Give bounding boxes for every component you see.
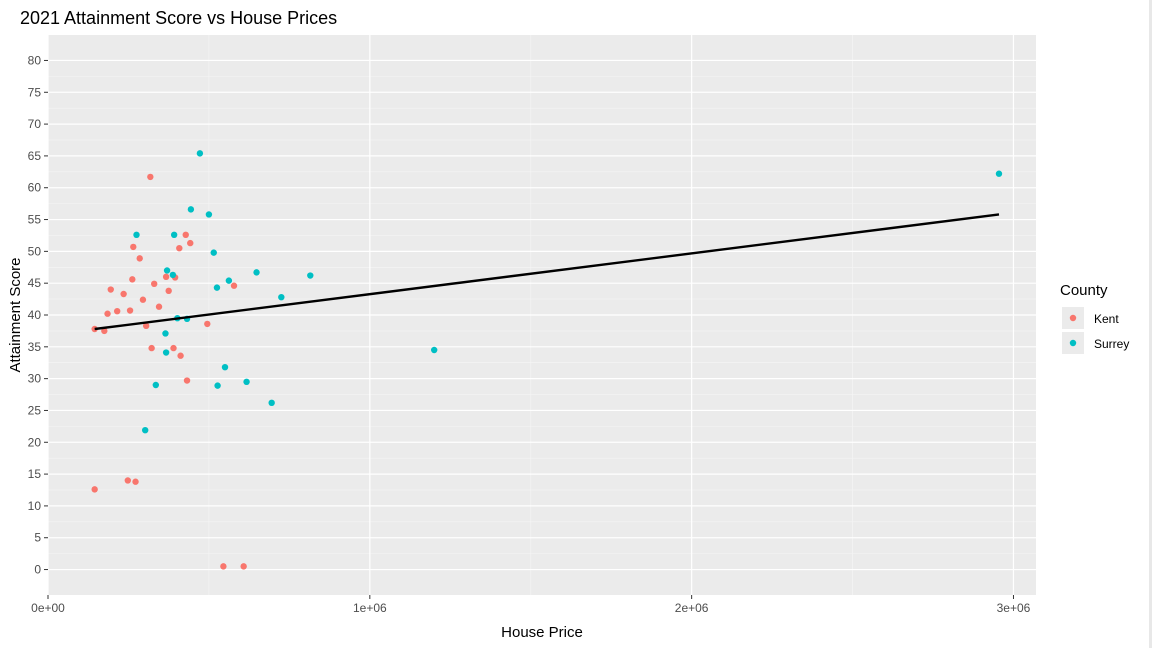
y-tick-label: 70 bbox=[28, 117, 42, 131]
grid-minor bbox=[48, 35, 1036, 595]
data-point-kent bbox=[230, 282, 238, 289]
x-axis-tick-labels: 0e+00 1e+06 2e+06 3e+06 bbox=[31, 601, 1031, 615]
data-point-surrey bbox=[214, 382, 221, 389]
data-point-kent bbox=[177, 352, 184, 359]
x-tick-label: 0e+00 bbox=[31, 601, 65, 615]
data-point-surrey bbox=[152, 381, 160, 389]
data-point-kent bbox=[107, 286, 114, 293]
data-point-surrey bbox=[210, 249, 217, 256]
data-point-kent bbox=[132, 478, 139, 485]
data-point-surrey bbox=[221, 363, 229, 371]
y-axis-tick-labels: 0 5 10 15 20 25 30 35 40 45 50 55 60 65 70 75 80 bbox=[28, 53, 42, 576]
data-point-kent bbox=[183, 377, 191, 384]
data-point-kent bbox=[147, 173, 154, 181]
legend-label-surrey: Surrey bbox=[1094, 337, 1129, 351]
y-tick-label: 35 bbox=[28, 340, 42, 354]
axis-ticks bbox=[44, 59, 1014, 599]
x-tick-label: 2e+06 bbox=[675, 601, 709, 615]
data-point-surrey bbox=[307, 272, 314, 279]
data-point-surrey bbox=[213, 284, 221, 291]
data-point-surrey bbox=[196, 150, 204, 157]
data-point-surrey bbox=[253, 269, 260, 276]
data-point-surrey bbox=[133, 231, 140, 239]
data-point-surrey bbox=[278, 293, 285, 301]
data-point-surrey bbox=[162, 349, 170, 356]
trend-line-group bbox=[94, 213, 1000, 331]
data-point-kent bbox=[182, 231, 189, 239]
data-point-kent bbox=[162, 273, 170, 281]
data-point-surrey bbox=[243, 378, 250, 386]
data-point-surrey bbox=[225, 277, 233, 284]
data-point-kent bbox=[187, 239, 194, 247]
data-point-kent bbox=[148, 344, 155, 352]
data-point-kent bbox=[113, 307, 121, 315]
data-point-kent bbox=[155, 303, 163, 310]
data-point-surrey bbox=[170, 231, 178, 239]
data-point-surrey bbox=[163, 267, 171, 274]
y-tick-label: 0 bbox=[34, 563, 41, 577]
data-point-kent bbox=[130, 243, 137, 251]
y-tick-label: 15 bbox=[28, 467, 42, 481]
y-tick-label: 25 bbox=[28, 403, 42, 417]
y-tick-label: 60 bbox=[28, 181, 42, 195]
y-tick-label: 30 bbox=[28, 372, 42, 386]
data-point-surrey bbox=[141, 426, 149, 434]
legend-marker-surrey bbox=[1069, 339, 1077, 347]
legend-marker-kent bbox=[1069, 314, 1077, 322]
data-point-kent bbox=[126, 307, 134, 314]
window-edge bbox=[1149, 0, 1152, 648]
y-tick-label: 50 bbox=[28, 244, 42, 258]
x-axis-label: House Price bbox=[501, 624, 583, 641]
series-kent bbox=[91, 173, 247, 570]
y-tick-label: 40 bbox=[28, 308, 42, 322]
data-point-kent bbox=[170, 344, 177, 352]
data-point-kent bbox=[120, 290, 127, 298]
data-point-surrey bbox=[187, 206, 195, 213]
y-tick-label: 75 bbox=[28, 85, 42, 99]
legend-title: County bbox=[1060, 282, 1108, 299]
y-tick-label: 5 bbox=[34, 531, 41, 545]
x-tick-label: 1e+06 bbox=[353, 601, 387, 615]
data-points bbox=[91, 150, 1003, 570]
data-point-kent bbox=[136, 255, 143, 262]
data-point-kent bbox=[101, 327, 108, 335]
data-point-kent bbox=[124, 477, 132, 484]
data-point-kent bbox=[139, 296, 147, 303]
data-point-surrey bbox=[430, 346, 438, 354]
legend-label-kent: Kent bbox=[1094, 312, 1119, 326]
data-point-kent bbox=[151, 280, 158, 288]
data-point-surrey bbox=[995, 170, 1003, 177]
series-surrey bbox=[133, 150, 1003, 434]
data-point-kent bbox=[176, 244, 183, 252]
data-point-surrey bbox=[205, 211, 213, 218]
data-point-surrey bbox=[162, 330, 169, 337]
data-point-surrey bbox=[268, 399, 275, 407]
data-point-kent bbox=[142, 322, 150, 330]
data-point-kent bbox=[129, 276, 136, 283]
data-point-kent bbox=[220, 563, 227, 570]
y-tick-label: 65 bbox=[28, 149, 42, 163]
y-axis-label: Attainment Score bbox=[7, 257, 24, 372]
y-tick-label: 80 bbox=[28, 53, 42, 67]
legend: County Kent Surrey bbox=[1060, 282, 1129, 354]
y-tick-label: 55 bbox=[28, 213, 42, 227]
data-point-kent bbox=[240, 563, 247, 570]
data-point-kent bbox=[91, 486, 98, 493]
y-tick-label: 10 bbox=[28, 499, 42, 513]
x-tick-label: 3e+06 bbox=[997, 601, 1031, 615]
trend-line bbox=[94, 213, 1000, 331]
data-point-kent bbox=[204, 320, 211, 328]
data-point-kent bbox=[104, 310, 111, 317]
data-point-kent bbox=[165, 287, 172, 295]
data-point-surrey bbox=[169, 271, 177, 279]
y-tick-label: 45 bbox=[28, 276, 42, 290]
chart-title: 2021 Attainment Score vs House Prices bbox=[20, 8, 337, 28]
y-tick-label: 20 bbox=[28, 435, 42, 449]
